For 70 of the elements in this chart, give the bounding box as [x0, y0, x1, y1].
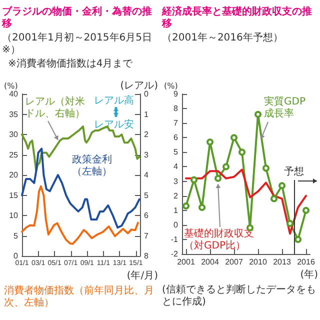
- point: [198, 204, 206, 211]
- ref-line-label: 予想: [284, 166, 304, 178]
- y-tick-label: 15: [9, 190, 19, 200]
- y2-tick-label: 7: [144, 231, 149, 240]
- x-tick-label: 2013: [273, 258, 292, 266]
- point: [214, 174, 222, 182]
- y-tick-label: -2: [170, 250, 179, 258]
- line-series: [21, 185, 139, 245]
- y-tick-label: 7: [174, 118, 179, 128]
- y-tick-label: 2: [174, 191, 179, 200]
- y-tick-label: -1: [170, 234, 179, 244]
- x-tick-label: 2001: [177, 258, 196, 266]
- point: [286, 220, 294, 227]
- point: [278, 182, 286, 190]
- y-tick-label: 0: [14, 252, 19, 260]
- chart-title: ブラジルの物価・金利・為替の推移: [1, 6, 152, 30]
- text: ※消費者物価指数は4月まで: [8, 58, 134, 70]
- text: (信頼できると判断したデータをもとに作成): [162, 284, 316, 308]
- x-tick-label: 2016: [297, 258, 316, 266]
- y-tick-label: 9: [174, 90, 179, 98]
- x-axis-title: (年/月): [126, 270, 158, 282]
- x-tick-label: 2007: [225, 258, 244, 266]
- y-tick-label: 1: [174, 206, 179, 215]
- annotation: レアル高: [94, 94, 134, 106]
- y-tick-label: 35: [9, 110, 19, 119]
- y-axis-title: (%): [164, 82, 178, 90]
- y2-tick-label: 8: [144, 252, 149, 260]
- y-tick-label: 30: [9, 130, 19, 139]
- point: [190, 176, 198, 184]
- y2-axis-title: (レアル): [120, 80, 158, 92]
- y2-tick-label: 2: [144, 130, 149, 139]
- point: [206, 138, 214, 146]
- line-series: [21, 148, 140, 229]
- y-tick-label: 10: [9, 211, 19, 220]
- y2-tick-label: 5: [144, 190, 149, 200]
- point: [262, 164, 270, 172]
- x-axis-title: (年): [300, 268, 318, 280]
- y2-tick-label: 6: [144, 211, 149, 220]
- y2-tick-label: 3: [144, 150, 149, 160]
- text: 消費者物価指数（前年同月比、月次、左軸）: [4, 284, 154, 308]
- point: [182, 202, 190, 210]
- point: [222, 163, 230, 170]
- y-tick-label: 5: [174, 148, 179, 157]
- y-tick-label: 4: [174, 162, 179, 172]
- y2-tick-label: 0: [144, 90, 149, 98]
- point: [254, 110, 262, 118]
- x-tick-label: 2010: [249, 258, 268, 266]
- series-label: 実質GDP成長率: [264, 96, 306, 120]
- y-tick-label: 8: [174, 104, 179, 114]
- y2-tick-label: 4: [144, 170, 149, 180]
- y-tick-label: 40: [9, 90, 19, 98]
- chart-title: 経済成長率と基礎的財政収支の推移: [161, 6, 312, 30]
- y2-tick-label: 1: [144, 110, 149, 119]
- x-tick-label: 2004: [201, 258, 220, 266]
- point: [238, 148, 246, 156]
- y-tick-label: 3: [174, 176, 179, 186]
- y-tick-label: 25: [9, 150, 19, 160]
- point: [270, 195, 278, 202]
- chart-subtitle: （2001年1月初～2015年6月5日※）: [2, 32, 152, 56]
- series-label: レアル（対米ドル、右軸）: [25, 96, 85, 120]
- y-tick-label: 5: [14, 231, 19, 240]
- y-axis-title: (%): [4, 82, 18, 90]
- chart-subtitle: （2001年～2016年予想）: [162, 32, 283, 44]
- point: [294, 236, 302, 243]
- point: [302, 206, 310, 214]
- y-tick-label: 0: [174, 220, 179, 230]
- series-label: 政策金利（左軸）: [72, 154, 112, 178]
- y-tick-label: 20: [9, 170, 19, 180]
- y-tick-label: 6: [174, 133, 179, 142]
- point: [230, 134, 238, 142]
